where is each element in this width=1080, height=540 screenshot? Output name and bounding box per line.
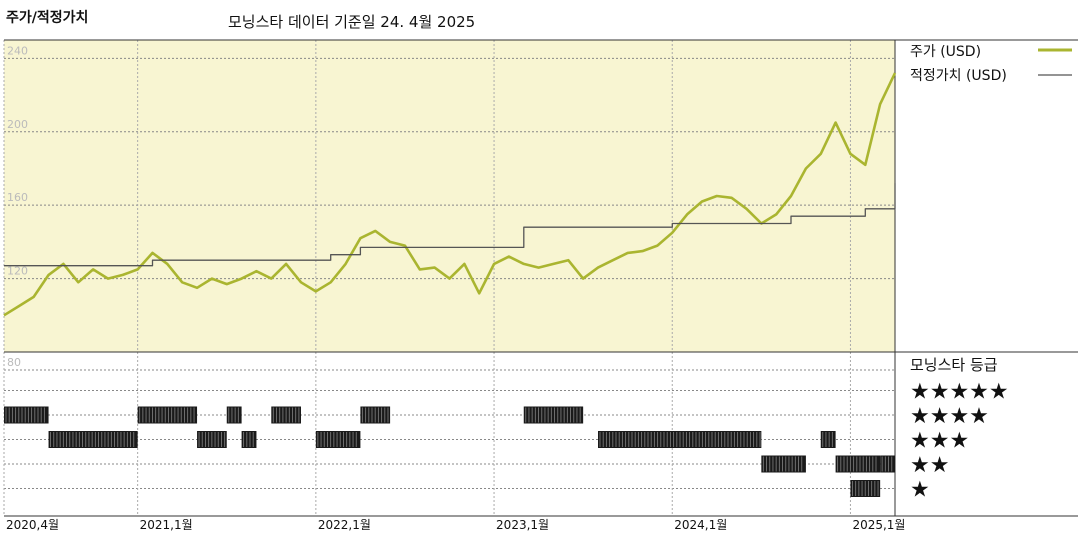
rating-segment — [48, 431, 138, 448]
rating-bar — [315, 431, 361, 448]
x-tick-label: 2021,1월 — [140, 518, 193, 532]
rating-segment — [761, 455, 806, 473]
y-tick-label: 80 — [7, 356, 21, 369]
rating-segment — [523, 406, 584, 424]
rating-title: 모닝스타 등급 — [910, 356, 998, 374]
rating-bar — [523, 406, 584, 424]
y-tick-label: 120 — [7, 265, 28, 278]
rating-segment — [271, 406, 301, 424]
rating-bar — [226, 406, 242, 424]
rating-bar — [820, 431, 836, 448]
rating-bar — [835, 455, 881, 473]
y-tick-label: 160 — [7, 191, 28, 204]
rating-bar — [4, 406, 49, 424]
plot-layer: 120 160 200 240 80 2020,4월 2021,1월 2022,1월 2023,… — [3, 39, 1078, 532]
rating-level-stars: ★★★★★ — [910, 380, 1009, 405]
x-tick-label: 2025,1월 — [852, 518, 905, 532]
fair-value-series-line — [4, 183, 896, 267]
legend: 주가 (USD)적정가치 (USD)모닝스타 등급★★★★★★★★★★★★★★★ — [910, 44, 1072, 503]
rating-segment — [880, 455, 895, 473]
rating-segment — [315, 431, 361, 448]
rating-level-stars: ★★ — [910, 453, 949, 478]
rating-bar — [137, 406, 198, 424]
rating-bar — [241, 431, 257, 448]
rating-segment — [197, 431, 227, 448]
rating-segment — [226, 406, 242, 424]
rating-segment — [850, 480, 881, 497]
rating-level-stars: ★ — [910, 478, 930, 503]
rating-segment — [598, 431, 762, 448]
y-tick-label: 200 — [7, 118, 28, 131]
x-tick-label: 2020,4월 — [6, 518, 59, 532]
rating-segment — [820, 431, 836, 448]
rating-segment — [835, 455, 881, 473]
rating-level-stars: ★★★★ — [910, 404, 989, 429]
rating-segment — [4, 406, 49, 424]
y-tick-label: 240 — [7, 44, 28, 57]
legend-label-fair-value: 적정가치 (USD) — [910, 68, 1007, 84]
legend-label-price: 주가 (USD) — [910, 44, 981, 60]
rating-segment — [360, 406, 391, 424]
x-tick-label: 2023,1월 — [496, 518, 549, 532]
rating-segment — [241, 431, 257, 448]
x-tick-label: 2024,1월 — [674, 518, 727, 532]
rating-bar — [761, 455, 806, 473]
x-tick-label: 2022,1월 — [318, 518, 371, 532]
rating-bar — [880, 455, 895, 473]
price-series-line — [3, 72, 897, 317]
chart-title: 모닝스타 데이터 기준일 24. 4월 2025 — [228, 13, 475, 31]
rating-level-stars: ★★★ — [910, 429, 969, 454]
left-title: 주가/적정가치 — [6, 9, 88, 26]
rating-bar — [48, 431, 138, 448]
rating-segment — [137, 406, 198, 424]
price-plot-background — [4, 40, 895, 352]
